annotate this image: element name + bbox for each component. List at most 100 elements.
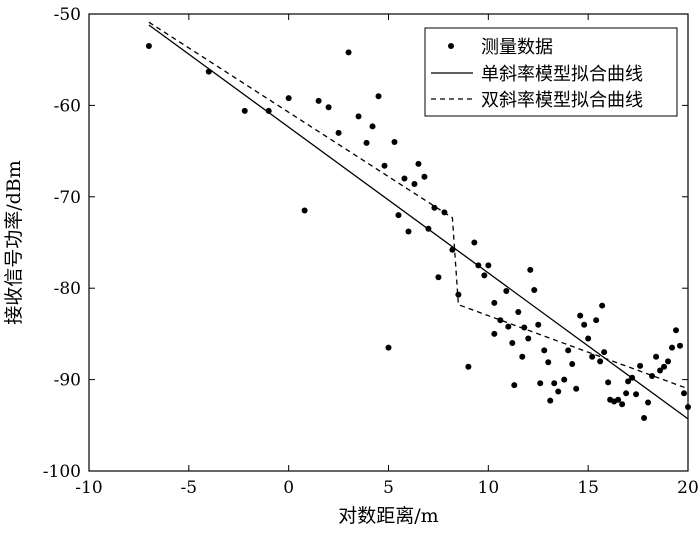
x-tick-label: -10 — [75, 478, 102, 498]
data-point — [411, 181, 418, 188]
data-point — [325, 104, 332, 111]
legend-marker-scatter — [448, 43, 454, 49]
data-point — [645, 399, 652, 406]
legend-label: 测量数据 — [481, 37, 553, 58]
data-point — [669, 344, 676, 351]
data-point — [301, 207, 308, 214]
data-point — [601, 349, 608, 356]
data-point — [145, 42, 152, 49]
data-point — [589, 353, 596, 360]
data-point — [509, 340, 516, 347]
data-point — [381, 162, 388, 169]
x-tick-label: 15 — [577, 478, 599, 498]
data-point — [519, 353, 526, 360]
x-tick-label: 5 — [383, 478, 394, 498]
data-point — [551, 380, 558, 387]
data-point — [405, 228, 412, 235]
data-point — [421, 173, 428, 180]
data-point — [401, 175, 408, 182]
data-point — [485, 262, 492, 269]
data-point — [515, 308, 522, 315]
data-point — [623, 390, 630, 397]
data-point — [649, 372, 656, 379]
data-point — [561, 376, 568, 383]
data-point — [395, 212, 402, 219]
data-point — [555, 388, 562, 395]
data-point — [369, 123, 376, 130]
x-tick-label: -5 — [181, 478, 198, 498]
data-point — [661, 363, 668, 370]
data-point — [465, 363, 472, 370]
data-point — [599, 302, 606, 309]
data-point — [455, 291, 462, 298]
data-point — [537, 380, 544, 387]
data-point — [565, 347, 572, 354]
data-point — [633, 391, 640, 398]
dual-slope-fit-line — [148, 21, 689, 390]
single-slope-fit-line — [148, 24, 689, 420]
data-point — [545, 359, 552, 366]
data-point — [593, 317, 600, 324]
data-point — [525, 335, 532, 342]
x-tick-label: 20 — [677, 478, 699, 498]
data-point — [625, 378, 632, 385]
data-point — [481, 272, 488, 279]
y-tick-label: -60 — [54, 96, 81, 116]
data-point — [241, 107, 248, 114]
data-point — [581, 321, 588, 328]
y-axis-label: 接收信号功率/dBm — [3, 160, 25, 325]
data-point — [535, 321, 542, 328]
data-point — [597, 358, 604, 365]
y-tick-label: -80 — [54, 279, 81, 299]
legend-label: 双斜率模型拟合曲线 — [481, 90, 643, 111]
data-point — [265, 107, 272, 114]
data-point — [681, 390, 688, 397]
data-point — [665, 358, 672, 365]
data-point — [615, 396, 622, 403]
data-point — [521, 324, 528, 331]
data-point — [511, 382, 518, 389]
data-point — [653, 353, 660, 360]
data-point — [685, 404, 691, 411]
legend-box — [424, 27, 678, 117]
data-point — [385, 344, 392, 351]
data-point — [435, 274, 442, 281]
data-point — [363, 139, 370, 146]
data-point — [415, 160, 422, 167]
data-point — [335, 129, 342, 136]
data-point — [531, 287, 538, 294]
data-point — [497, 317, 504, 324]
data-point — [505, 323, 512, 330]
data-point — [541, 347, 548, 354]
data-point — [577, 312, 584, 319]
y-tick-label: -100 — [43, 462, 81, 482]
data-point — [491, 330, 498, 337]
data-point — [573, 385, 580, 392]
data-point — [355, 113, 362, 120]
data-point — [657, 367, 664, 374]
data-point — [585, 335, 592, 342]
data-point — [471, 239, 478, 246]
data-point — [503, 287, 510, 294]
data-point — [605, 379, 612, 386]
data-point — [345, 49, 352, 56]
data-point — [285, 95, 292, 102]
data-point — [547, 397, 554, 404]
data-point — [391, 138, 398, 145]
data-point — [431, 204, 438, 211]
x-tick-label: 10 — [478, 478, 500, 498]
data-point — [569, 361, 576, 368]
data-point — [677, 342, 684, 349]
data-point — [619, 401, 626, 408]
x-axis-label: 对数距离/m — [338, 505, 438, 527]
y-tick-label: -90 — [54, 371, 81, 391]
data-point — [641, 414, 648, 421]
data-point — [637, 362, 644, 369]
data-point — [527, 266, 534, 273]
data-point — [375, 93, 382, 100]
data-point — [491, 299, 498, 306]
data-point — [315, 97, 322, 104]
legend-label: 单斜率模型拟合曲线 — [481, 64, 643, 85]
